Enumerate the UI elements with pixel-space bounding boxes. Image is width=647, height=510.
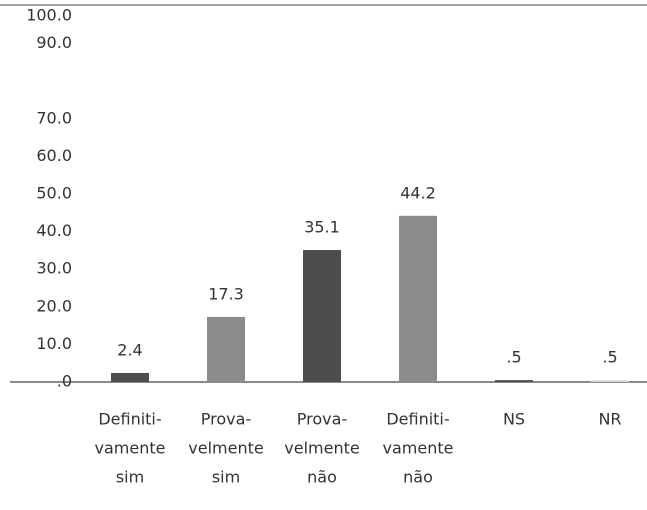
value-label: .5 xyxy=(602,348,617,367)
bar xyxy=(399,215,437,382)
x-tick-label: NR xyxy=(598,410,621,429)
x-tick-label: Prova- xyxy=(201,410,251,429)
x-tick-label: Prova- xyxy=(297,410,347,429)
bar xyxy=(591,380,629,382)
x-tick-label: vamente xyxy=(383,439,454,458)
x-tick-label: não xyxy=(403,468,433,487)
y-tick-label: 30.0 xyxy=(36,259,72,278)
x-tick-label: sim xyxy=(212,468,240,487)
x-tick-label: Definiti- xyxy=(98,410,161,429)
y-tick-label: 40.0 xyxy=(36,221,72,240)
y-tick-label: 100.0 xyxy=(26,6,72,25)
value-label: 35.1 xyxy=(304,218,340,237)
x-tick-label: não xyxy=(307,468,337,487)
value-label: 2.4 xyxy=(117,340,142,359)
y-tick-label: 10.0 xyxy=(36,334,72,353)
value-label: .5 xyxy=(506,348,521,367)
x-tick-label: velmente xyxy=(188,439,263,458)
bar xyxy=(207,316,245,382)
x-tick-label: NS xyxy=(503,410,525,429)
y-tick-label: .0 xyxy=(57,372,72,391)
value-label: 17.3 xyxy=(208,284,244,303)
bar xyxy=(303,250,341,382)
value-label: 44.2 xyxy=(400,183,436,202)
x-tick-label: velmente xyxy=(284,439,359,458)
x-tick-label: Definiti- xyxy=(386,410,449,429)
x-tick-label: vamente xyxy=(95,439,166,458)
bar xyxy=(111,372,149,382)
y-tick-label: 20.0 xyxy=(36,296,72,315)
y-tick-label: 70.0 xyxy=(36,108,72,127)
bar xyxy=(495,380,533,382)
y-tick-label: 90.0 xyxy=(36,33,72,52)
y-tick-label: 50.0 xyxy=(36,184,72,203)
x-tick-label: sim xyxy=(116,468,144,487)
y-tick-label: 60.0 xyxy=(36,146,72,165)
